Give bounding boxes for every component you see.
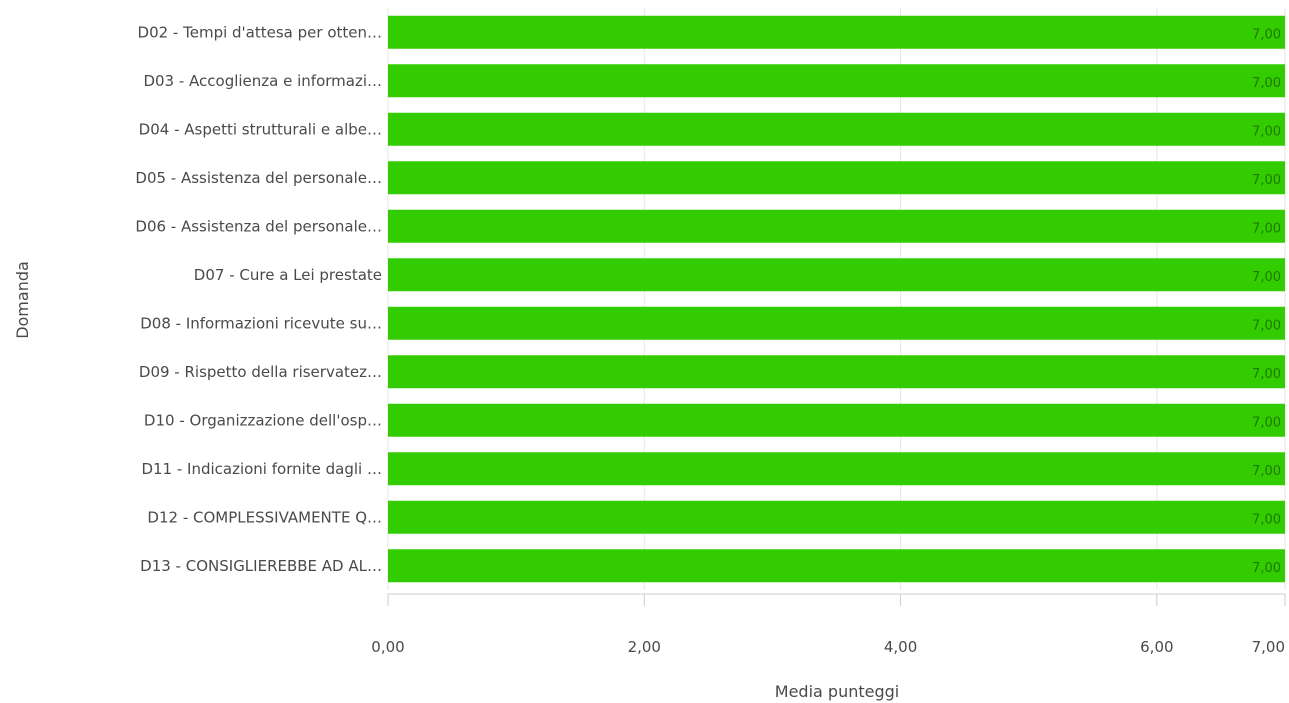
category-label: D13 - CONSIGLIEREBBE AD AL… bbox=[140, 557, 382, 575]
category-label: D10 - Organizzazione dell'osp… bbox=[144, 411, 382, 429]
bar-value-label: 7,00 bbox=[1252, 221, 1281, 236]
bar-value-label: 7,00 bbox=[1252, 270, 1281, 285]
category-label: D09 - Rispetto della riservatez… bbox=[139, 363, 382, 381]
category-label: D05 - Assistenza del personale… bbox=[135, 169, 382, 187]
bar-value-label: 7,00 bbox=[1252, 512, 1281, 527]
bar[interactable] bbox=[388, 355, 1285, 389]
bar[interactable] bbox=[388, 15, 1285, 49]
category-label: D06 - Assistenza del personale… bbox=[135, 217, 382, 235]
gridlines bbox=[387, 8, 1286, 590]
bar-value-label: 7,00 bbox=[1252, 173, 1281, 188]
bar[interactable] bbox=[388, 112, 1285, 146]
bar-value-label: 7,00 bbox=[1252, 76, 1281, 91]
x-axis: 0,00 2,00 4,00 6,00 7,00 bbox=[371, 593, 1286, 656]
bars bbox=[388, 15, 1285, 583]
bar[interactable] bbox=[388, 209, 1285, 243]
bar[interactable] bbox=[388, 403, 1285, 437]
x-tick-label: 7,00 bbox=[1252, 638, 1285, 656]
bar-value-label: 7,00 bbox=[1252, 464, 1281, 479]
category-labels: D02 - Tempi d'attesa per otten… D03 - Acc… bbox=[135, 23, 382, 575]
category-label: D04 - Aspetti strutturali e albe… bbox=[139, 120, 382, 138]
bar[interactable] bbox=[388, 258, 1285, 292]
x-tick-label: 0,00 bbox=[371, 638, 404, 656]
x-tick-label: 2,00 bbox=[628, 638, 661, 656]
category-label: D11 - Indicazioni fornite dagli … bbox=[141, 460, 382, 478]
x-tick-label: 6,00 bbox=[1140, 638, 1173, 656]
x-axis-title: Media punteggi bbox=[775, 682, 899, 701]
bar[interactable] bbox=[388, 64, 1285, 98]
bar[interactable] bbox=[388, 500, 1285, 534]
bar-value-label: 7,00 bbox=[1252, 124, 1281, 139]
bar[interactable] bbox=[388, 452, 1285, 486]
bar-value-label: 7,00 bbox=[1252, 415, 1281, 430]
bar-value-label: 7,00 bbox=[1252, 27, 1281, 42]
x-tick-label: 4,00 bbox=[884, 638, 917, 656]
category-label: D07 - Cure a Lei prestate bbox=[194, 266, 382, 284]
bar[interactable] bbox=[388, 306, 1285, 340]
category-label: D08 - Informazioni ricevute su… bbox=[140, 314, 382, 332]
bar-value-label: 7,00 bbox=[1252, 561, 1281, 576]
bar-value-label: 7,00 bbox=[1252, 367, 1281, 382]
bar[interactable] bbox=[388, 549, 1285, 583]
category-label: D12 - COMPLESSIVAMENTE Q… bbox=[147, 508, 382, 526]
category-label: D03 - Accoglienza e informazi… bbox=[143, 72, 382, 90]
y-axis-title: Domanda bbox=[13, 261, 32, 339]
bar[interactable] bbox=[388, 161, 1285, 195]
value-labels: 7,00 7,00 7,00 7,00 7,00 7,00 7,00 7,00 7,00 7,00… bbox=[1252, 27, 1281, 576]
category-label: D02 - Tempi d'attesa per otten… bbox=[138, 23, 382, 41]
bar-value-label: 7,00 bbox=[1252, 318, 1281, 333]
